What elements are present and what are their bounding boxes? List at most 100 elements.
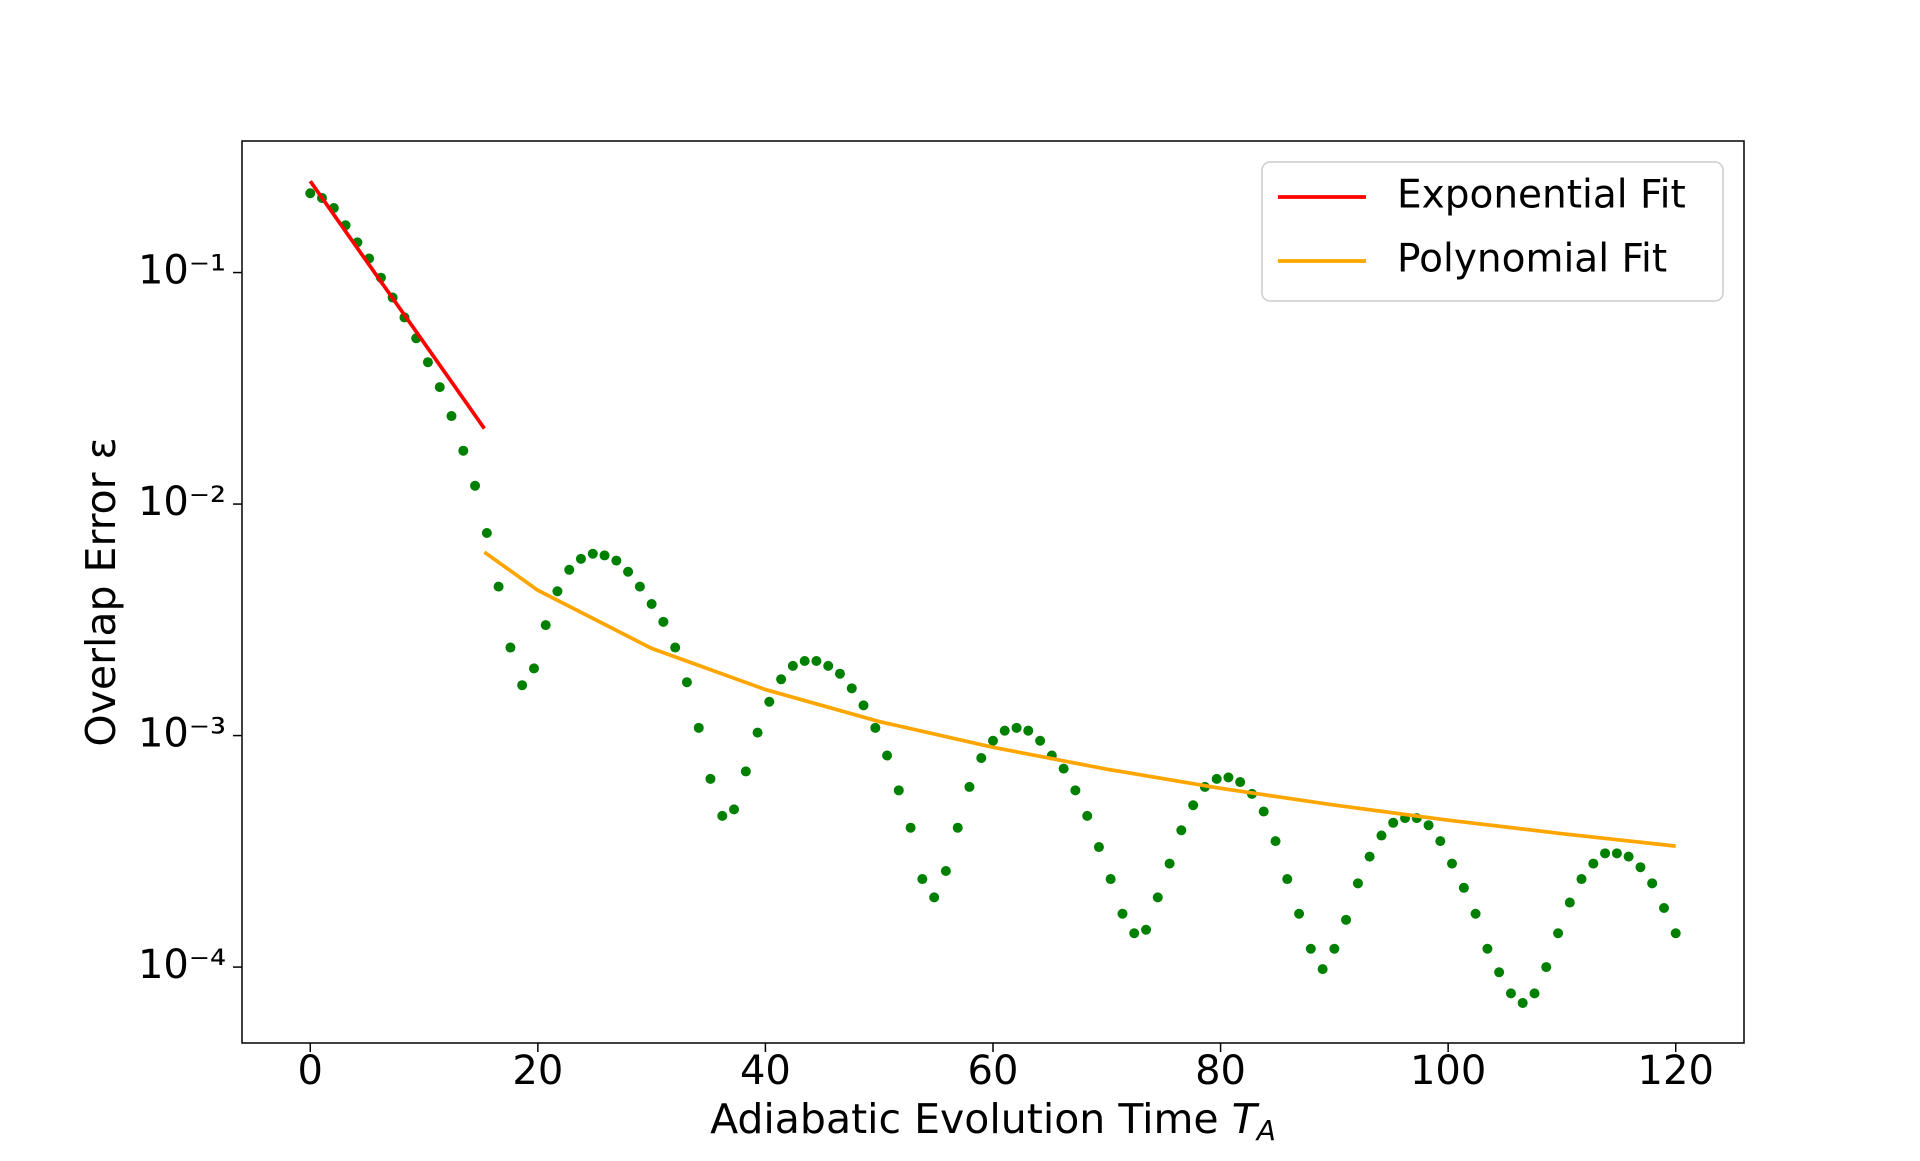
- data-point: [1070, 785, 1081, 796]
- y-tick-label: 10⁻¹: [138, 248, 226, 294]
- x-tick-label: 0: [298, 1048, 323, 1094]
- data-point: [787, 660, 798, 671]
- data-point: [670, 642, 681, 653]
- data-point: [1517, 997, 1528, 1008]
- data-point: [1294, 908, 1305, 919]
- data-point: [1152, 892, 1163, 903]
- data-point: [870, 722, 881, 733]
- data-point: [1235, 777, 1246, 788]
- x-tick-label: 40: [740, 1048, 791, 1094]
- data-point: [575, 553, 586, 564]
- legend-label: Exponential Fit: [1397, 173, 1686, 218]
- data-point: [458, 445, 469, 456]
- data-point: [493, 581, 504, 592]
- data-point: [1352, 878, 1363, 889]
- legend: Exponential Fit Polynomial Fit: [1261, 161, 1724, 302]
- data-point: [305, 188, 316, 199]
- data-point: [1188, 800, 1199, 811]
- data-point: [1211, 773, 1222, 784]
- data-point: [587, 548, 598, 559]
- data-point: [976, 753, 987, 764]
- data-point: [1223, 772, 1234, 783]
- data-point: [1082, 810, 1093, 821]
- data-point: [1388, 817, 1399, 828]
- data-point: [988, 735, 998, 746]
- data-point: [893, 785, 904, 796]
- data-point: [434, 382, 445, 393]
- data-point: [882, 750, 893, 761]
- data-point: [717, 810, 728, 821]
- x-axis-label-text: Adiabatic Evolution Time: [710, 1095, 1219, 1143]
- data-point: [752, 727, 763, 738]
- y-tick-label: 10⁻²: [138, 479, 226, 525]
- data-point: [517, 680, 528, 691]
- y-tick-label: 10⁻⁴: [138, 942, 226, 988]
- data-point: [681, 677, 692, 688]
- data-point: [1623, 851, 1634, 862]
- data-point: [1659, 902, 1670, 913]
- data-point: [1270, 836, 1281, 847]
- data-point: [1494, 967, 1505, 978]
- x-tick-label: 120: [1638, 1048, 1714, 1094]
- data-point: [505, 642, 516, 653]
- x-axis-label-subscript: A: [1255, 1114, 1276, 1147]
- data-point: [1482, 943, 1493, 954]
- data-point: [552, 586, 563, 597]
- data-point: [729, 804, 740, 815]
- data-point: [1011, 722, 1022, 733]
- data-point: [1600, 848, 1611, 859]
- data-point: [1505, 988, 1516, 999]
- data-point: [693, 722, 704, 733]
- x-axis-label: Adiabatic Evolution Time TA: [710, 1095, 1276, 1147]
- y-axis-label: Overlap Error ε: [77, 437, 125, 746]
- data-point: [1423, 820, 1434, 831]
- data-point: [905, 822, 916, 833]
- data-point: [799, 655, 810, 666]
- data-point: [1058, 763, 1069, 774]
- x-tick-label: 100: [1410, 1048, 1486, 1094]
- data-point: [740, 766, 751, 777]
- data-point: [658, 616, 669, 627]
- data-point: [1164, 858, 1175, 869]
- data-point: [1529, 988, 1540, 999]
- data-point: [1611, 848, 1622, 859]
- data-point: [1458, 882, 1469, 893]
- data-point: [1447, 858, 1458, 869]
- data-point: [1129, 928, 1140, 939]
- data-point: [599, 550, 610, 561]
- data-point: [540, 620, 551, 631]
- data-point: [776, 674, 787, 685]
- data-point: [811, 655, 822, 666]
- data-point: [1329, 943, 1340, 954]
- data-point: [1553, 928, 1564, 939]
- data-point: [634, 581, 645, 592]
- data-point: [1258, 806, 1269, 817]
- data-point: [1376, 830, 1387, 841]
- data-point: [1576, 874, 1587, 885]
- y-tick-label: 10⁻³: [138, 711, 226, 757]
- data-point: [858, 700, 869, 711]
- legend-box: [1261, 161, 1724, 302]
- data-point: [929, 892, 940, 903]
- data-point: [611, 555, 622, 566]
- data-point: [623, 566, 634, 577]
- data-point: [1647, 878, 1658, 889]
- data-point: [1635, 862, 1646, 873]
- data-point: [1023, 725, 1034, 736]
- data-point: [1317, 964, 1328, 975]
- data-point: [1588, 858, 1599, 869]
- data-point: [1435, 836, 1446, 847]
- data-point: [1541, 962, 1552, 973]
- data-point: [564, 564, 575, 575]
- legend-label: Polynomial Fit: [1397, 237, 1667, 282]
- data-point: [1141, 924, 1152, 935]
- data-point: [1470, 908, 1481, 919]
- data-point: [705, 773, 716, 784]
- data-point: [1035, 735, 1046, 746]
- data-point: [952, 822, 963, 833]
- data-point: [1105, 874, 1116, 885]
- data-point: [999, 725, 1010, 736]
- fit-line: [308, 180, 486, 430]
- x-tick-label: 20: [512, 1048, 563, 1094]
